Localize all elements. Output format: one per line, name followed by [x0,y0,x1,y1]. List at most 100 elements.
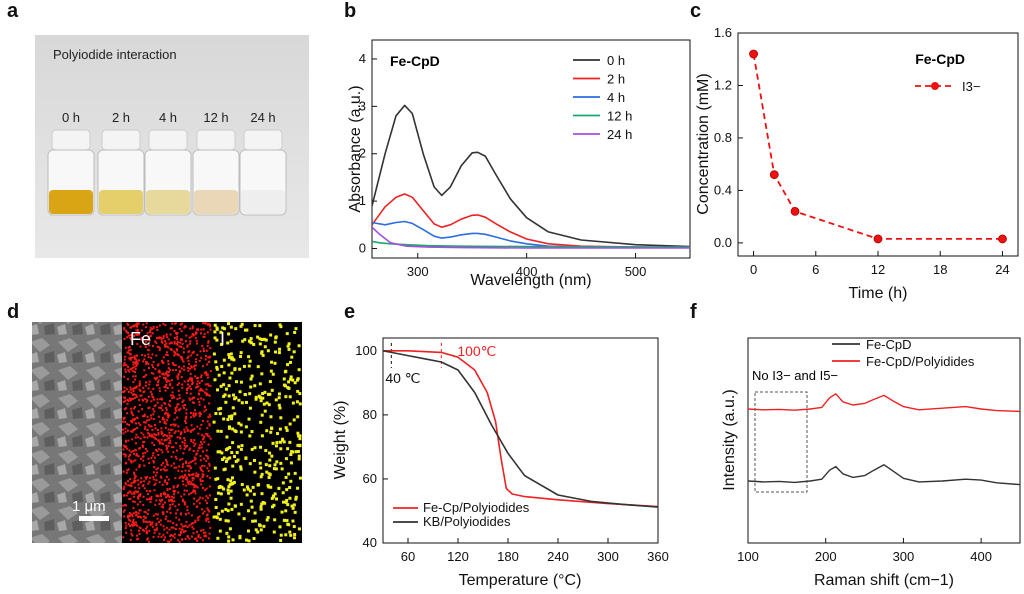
fe-map-pixel [168,380,171,383]
fe-map-pixel [144,425,147,428]
fe-map-pixel [136,342,139,345]
chart-c-ylabel: Concentration (mM) [695,73,712,214]
fe-map-pixel [172,526,175,529]
fe-map-pixel [170,327,173,330]
vial-cap [101,129,141,151]
fe-map-pixel [124,355,127,358]
fe-map-pixel [207,393,210,396]
i-map-pixel [221,326,225,330]
fe-map-pixel [125,531,128,534]
fe-map-pixel [124,453,127,456]
fe-map-pixel [133,355,136,358]
fe-map-pixel [135,395,138,398]
fe-map-pixel [207,416,210,419]
fe-map-pixel [201,344,204,347]
i-map-pixel [284,509,288,513]
fe-map-pixel [134,368,137,371]
fe-map-pixel [157,379,160,382]
fe-map-pixel [159,475,162,478]
fe-map-pixel [185,334,188,337]
fe-map-pixel [139,394,142,397]
i-map-pixel [261,392,265,396]
fe-map-pixel [195,358,198,361]
fe-map-pixel [127,484,130,487]
fe-map-pixel [207,496,210,499]
i-map-pixel [268,451,272,455]
fe-map-pixel [190,365,193,368]
fe-map-pixel [128,423,131,426]
series-line [372,193,690,249]
fe-map-pixel [124,427,127,430]
fe-map-pixel [145,361,148,364]
fe-map-pixel [147,424,150,427]
fe-map-pixel [132,449,135,452]
i-map-pixel [269,369,273,373]
fe-map-pixel [200,529,203,532]
fe-map-pixel [206,383,209,386]
fe-map-pixel [145,527,148,530]
fe-map-pixel [165,460,168,463]
fe-map-pixel [147,353,150,356]
fe-map-pixel [204,383,207,386]
fe-map-pixel [180,338,183,341]
fe-map-pixel [155,468,158,471]
i-map-pixel [239,465,243,469]
fe-map-pixel [199,478,202,481]
fe-map-pixel [151,441,154,444]
fe-map-pixel [137,497,140,500]
fe-map-pixel [144,384,147,387]
legend-label: Fe-CpD/Polyidides [866,354,975,369]
fe-map-pixel [192,412,195,415]
chart-c-annotation: Fe-CpD [915,51,965,67]
fe-map-pixel [187,386,190,389]
fe-map-pixel [146,415,149,418]
fe-map-pixel [189,447,192,450]
fe-map-pixel [171,500,174,503]
fe-map-pixel [197,498,200,501]
fe-map-pixel [185,412,188,415]
fe-map-pixel [195,332,198,335]
fe-map-pixel [180,528,183,531]
i-map-pixel [289,375,293,379]
fe-map-pixel [207,384,210,387]
i-map-pixel [219,429,223,433]
fe-map-pixel [152,360,155,363]
fe-map-pixel [206,507,209,510]
fe-map-pixel [134,394,137,397]
i-map-pixel [229,339,233,343]
fe-map-pixel [159,336,162,339]
fe-map-pixel [138,398,141,401]
i-map-pixel [241,339,245,343]
fe-map-pixel [208,485,211,488]
legend-label: 2 h [607,72,625,87]
fe-map-pixel [198,502,201,505]
fe-map-pixel [203,441,206,444]
i-map-pixel [277,403,281,407]
i-map-pixel [220,485,224,489]
fe-map-pixel [172,522,175,525]
fe-map-pixel [144,421,147,424]
i-map-pixel [282,518,286,522]
fe-map-pixel [151,435,154,438]
fe-map-pixel [151,328,154,331]
fe-map-pixel [166,510,169,513]
i-map-pixel [253,519,257,523]
fe-map-pixel [152,372,155,375]
fe-map-pixel [137,516,140,519]
fe-map-pixel [169,428,172,431]
fe-map-pixel [155,341,158,344]
fe-map-pixel [136,416,139,419]
i-map-pixel [218,517,222,521]
fe-map-pixel [128,484,131,487]
i-map-pixel [260,372,264,376]
i-map-pixel [217,512,221,516]
fe-map-pixel [171,428,174,431]
fe-map-pixel [160,407,163,410]
fe-map-pixel [185,484,188,487]
fe-map-pixel [125,331,128,334]
fe-map-pixel [133,371,136,374]
fe-map-pixel [123,363,126,366]
data-point [998,234,1007,244]
i-map-pixel [237,445,241,449]
fe-map-pixel [122,364,125,367]
